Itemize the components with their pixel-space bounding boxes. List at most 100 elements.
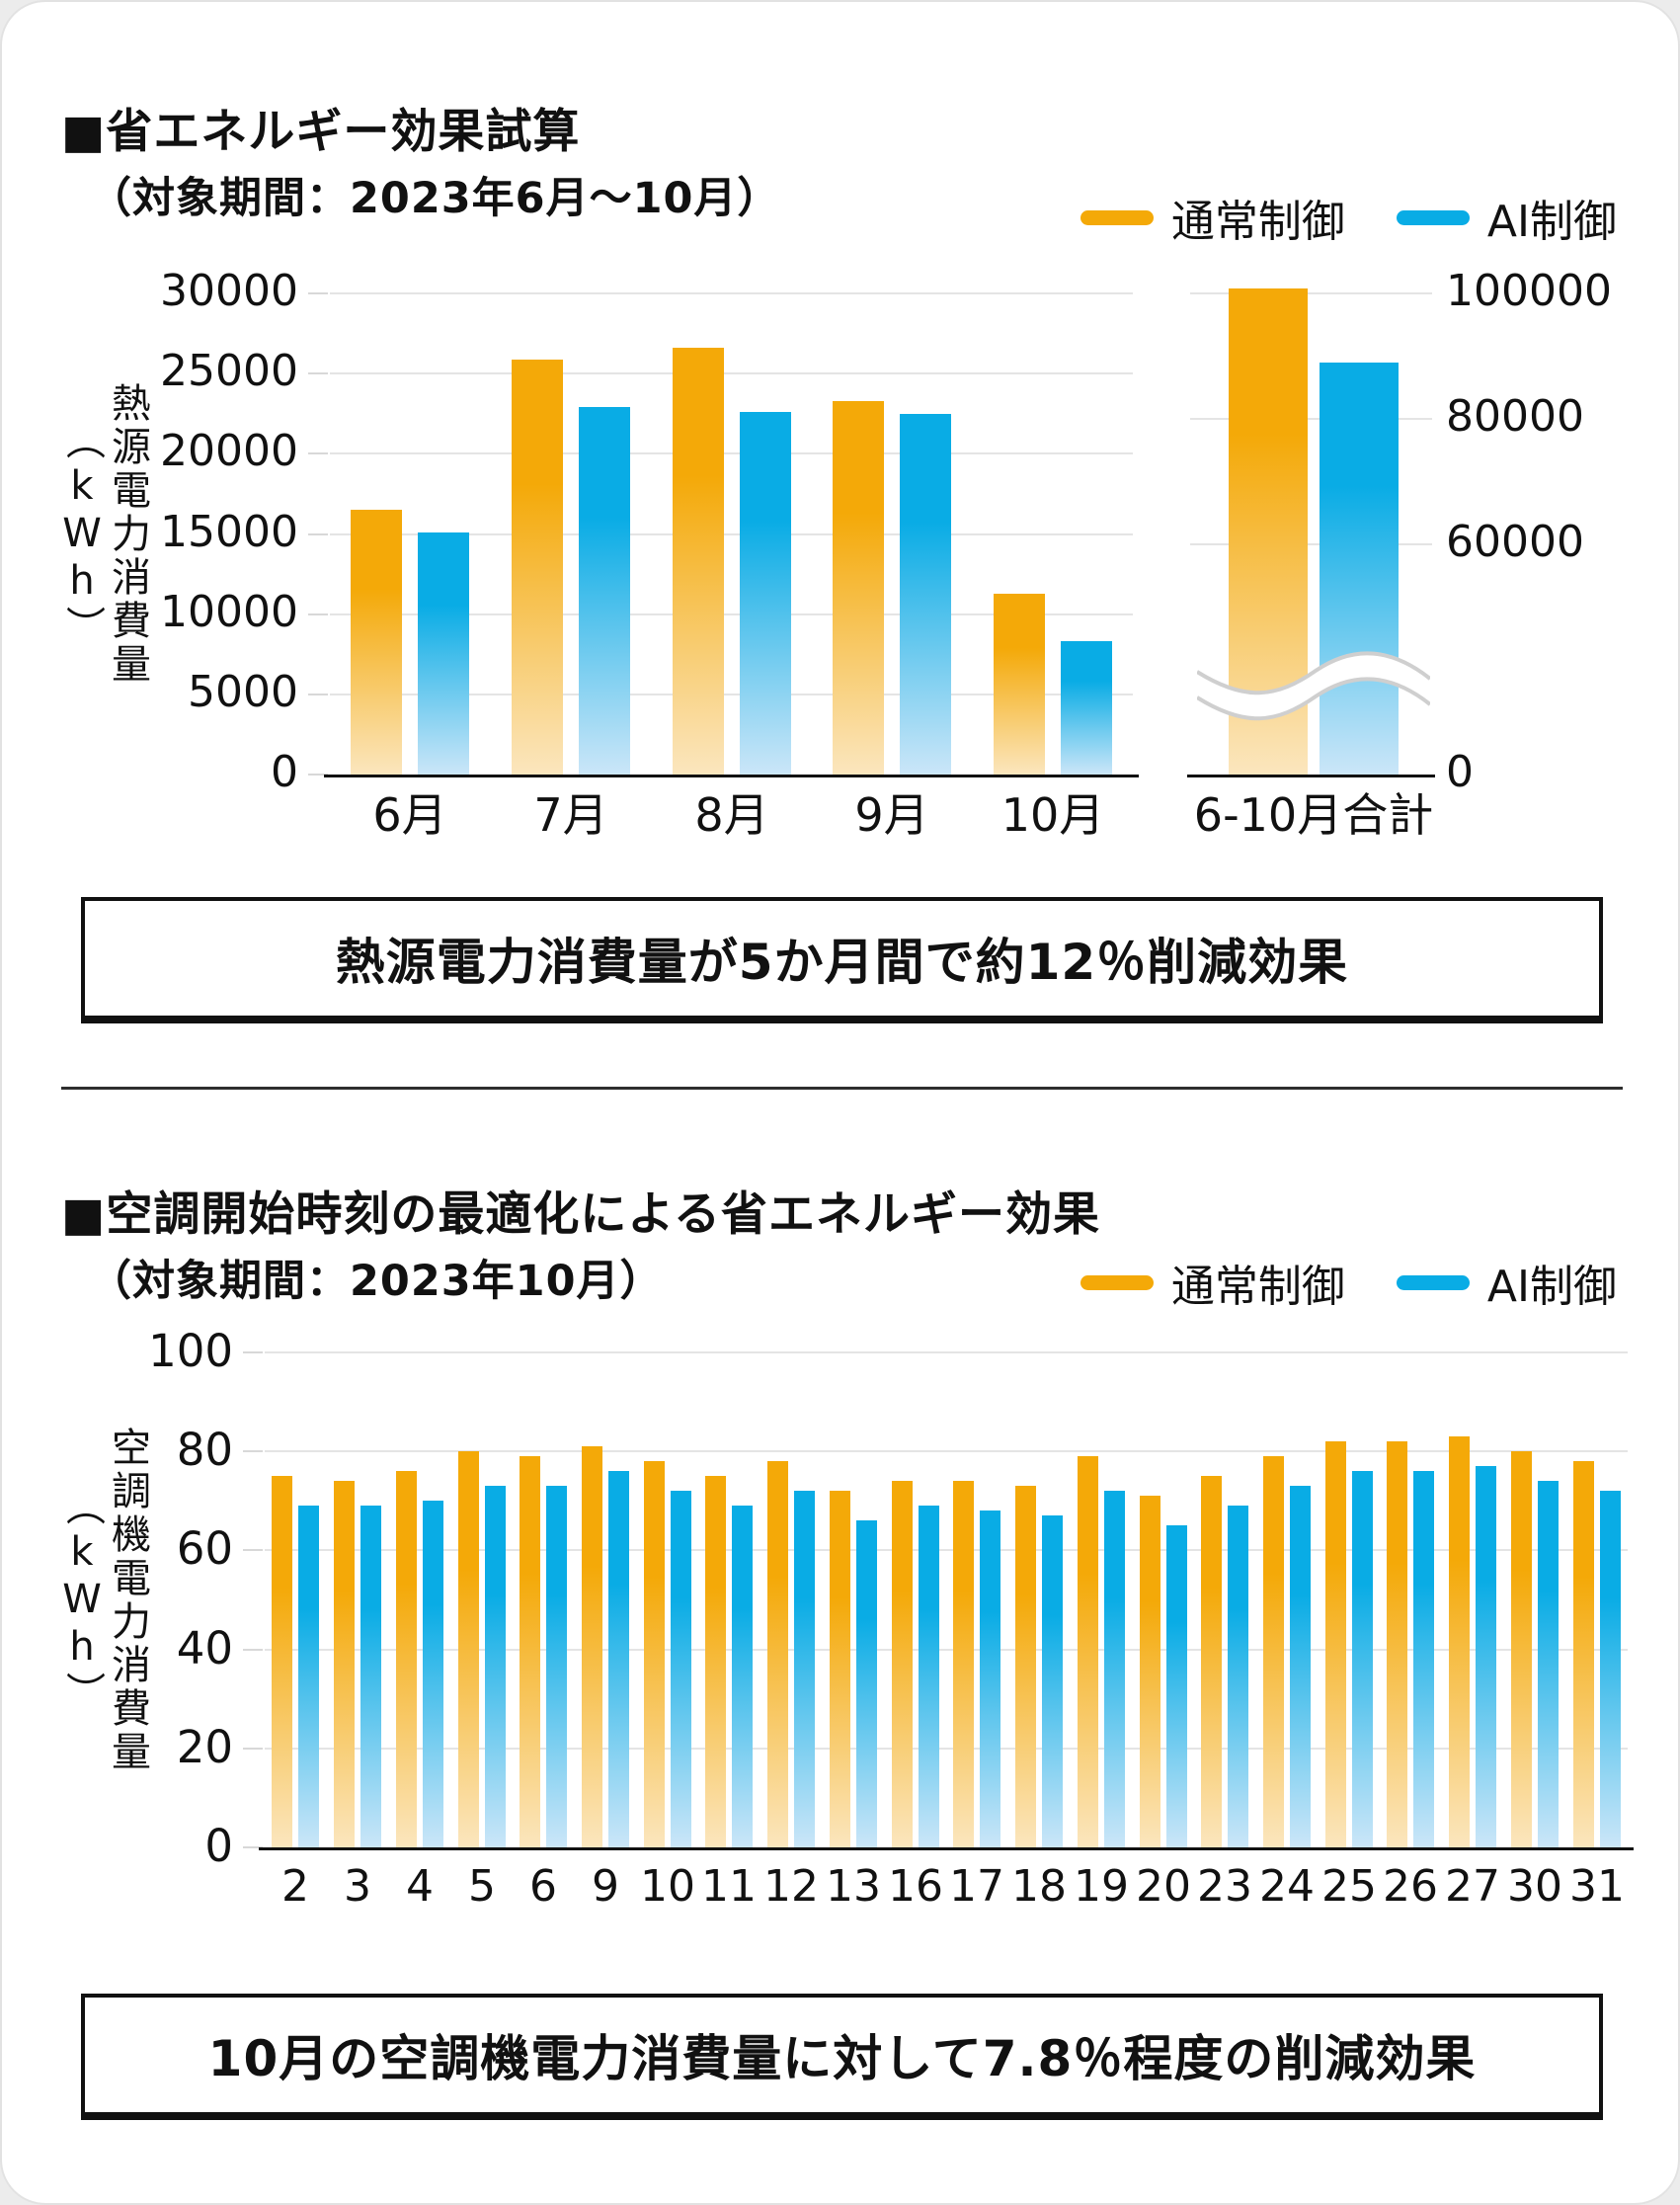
x-tick-label: 23 [1197,1861,1252,1912]
bar-ai-9月 [900,414,951,775]
legend-label: AI制御 [1486,1262,1617,1312]
section-divider [61,1087,1623,1090]
ai-control-swatch-icon [1396,209,1470,225]
bar-normal-day25 [1325,1441,1346,1847]
chart2-x-axis [259,1847,1634,1850]
axis-break-wave-icon [1195,646,1432,737]
x-tick-label: 17 [949,1861,1004,1912]
bar-normal-10月 [994,594,1045,775]
y-tick-mark [308,613,328,615]
bar-normal-day17 [953,1481,974,1847]
bar-ai-day24 [1290,1486,1311,1847]
x-tick-label: 30 [1507,1861,1562,1912]
y2-tick-label: 100000 [1446,266,1612,316]
gridline [330,452,1133,454]
x-tick-label: 18 [1011,1861,1067,1912]
bar-ai-8月 [740,412,791,775]
x-tick-label: 6-10月合計 [1193,788,1434,842]
y-tick-label: 25000 [160,346,298,396]
y-tick-label: 100 [148,1325,233,1377]
bar-normal-day2 [272,1476,292,1847]
bar-normal-day30 [1511,1451,1532,1847]
y-tick-label: 80 [176,1424,233,1476]
bar-ai-day6 [546,1486,567,1847]
x-tick-label: 13 [826,1861,881,1912]
gridline [330,613,1133,615]
legend-section2: 通常制御 AI制御 [1080,1251,1617,1314]
legend-item-normal-control: 通常制御 [1080,186,1345,249]
chart2-y-axis-title: 空調機電力消費量（kWh） [59,1426,150,1774]
bar-normal-day11 [705,1476,726,1847]
gridline [265,1748,1628,1750]
x-tick-label: 7月 [533,788,608,842]
bar-normal-day5 [458,1451,479,1847]
bar-ai-day20 [1166,1525,1187,1847]
legend-item-ai-control: AI制御 [1396,1251,1617,1314]
x-tick-label: 4 [406,1861,434,1912]
gridline [265,1549,1628,1551]
bar-ai-day10 [671,1491,691,1847]
bar-ai-day26 [1413,1471,1434,1847]
bar-normal-day16 [892,1481,913,1847]
bar-normal-6月 [351,510,402,775]
x-tick-label: 19 [1074,1861,1129,1912]
chart1-y-axis-title: 熱源電力消費量（kWh） [59,381,150,687]
y-tick-mark [308,694,328,695]
x-tick-label: 31 [1569,1861,1625,1912]
y-tick-mark [308,533,328,535]
x-tick-label: 3 [344,1861,371,1912]
bar-normal-day26 [1387,1441,1407,1847]
bar-ai-day11 [732,1506,753,1847]
y2-tick-label: 60000 [1446,517,1584,567]
gridline [330,292,1133,294]
y-tick-mark [243,1846,263,1848]
bar-normal-day3 [334,1481,355,1847]
y-tick-mark [243,1450,263,1452]
legend-item-ai-control: AI制御 [1396,186,1617,249]
x-tick-label: 27 [1445,1861,1500,1912]
chart1-total-x-axis [1187,775,1435,777]
y-tick-label: 0 [204,1820,233,1872]
bar-normal-day4 [396,1471,417,1847]
x-tick-label: 5 [468,1861,496,1912]
y2-tick-label: 80000 [1446,391,1584,442]
y-tick-mark [308,774,328,776]
x-tick-label: 10 [640,1861,695,1912]
y-tick-label: 0 [271,747,298,797]
x-tick-label: 8月 [694,788,769,842]
bar-ai-day4 [423,1501,443,1847]
bar-ai-7月 [579,407,630,775]
x-tick-label: 9月 [854,788,929,842]
y-tick-label: 20000 [160,426,298,476]
chart1-x-axis [324,775,1139,777]
bar-ai-day13 [856,1520,877,1847]
bar-normal-8月 [673,348,724,775]
legend-label: 通常制御 [1170,197,1345,247]
bar-normal-day24 [1263,1456,1284,1847]
section1-caption-text: 熱源電力消費量が5か月間で約12％削減効果 [335,934,1349,991]
normal-control-swatch-icon [1080,1274,1154,1290]
bar-normal-day23 [1201,1476,1222,1847]
y-tick-mark [243,1549,263,1551]
y-tick-mark [243,1748,263,1750]
bar-ai-day3 [360,1506,381,1847]
bar-normal-day13 [830,1491,850,1847]
bar-normal-day27 [1449,1436,1470,1847]
x-tick-label: 11 [701,1861,757,1912]
section1-title: ■省エネルギー効果試算 [61,105,581,159]
bar-ai-day5 [485,1486,506,1847]
y-tick-mark [308,372,328,374]
bar-ai-day18 [1042,1515,1063,1847]
bar-normal-day9 [582,1446,602,1847]
bar-ai-day9 [608,1471,629,1847]
x-tick-label: 20 [1136,1861,1191,1912]
x-tick-label: 25 [1321,1861,1377,1912]
bar-ai-day16 [919,1506,939,1847]
y-tick-label: 20 [176,1721,233,1773]
section2-title: ■空調開始時刻の最適化による省エネルギー効果 [61,1187,1100,1242]
bar-normal-9月 [833,401,884,775]
gridline [330,694,1133,695]
bar-normal-day20 [1140,1496,1160,1847]
gridline [265,1351,1628,1353]
y-tick-mark [243,1649,263,1651]
